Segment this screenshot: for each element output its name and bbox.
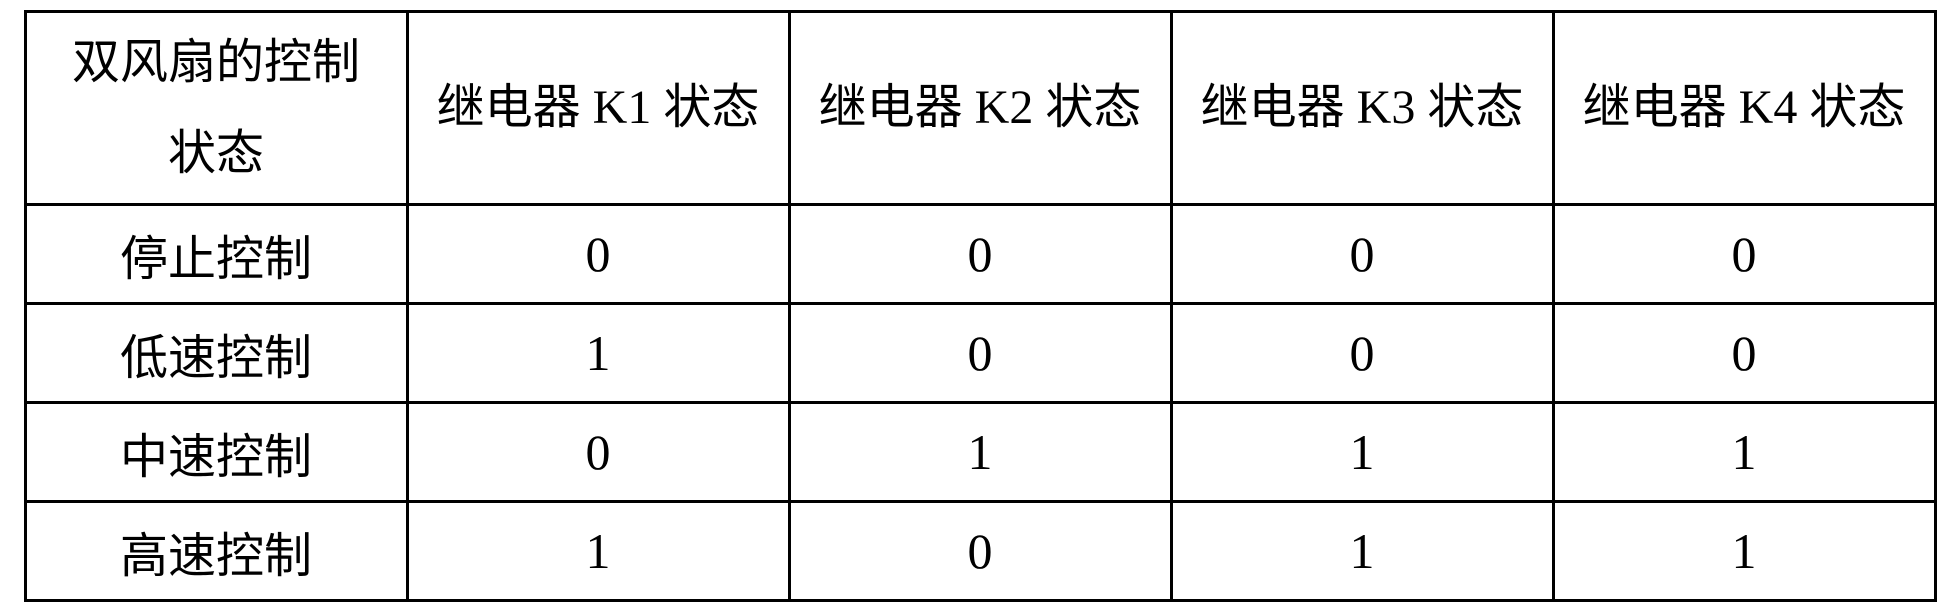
col-header-control-state: 双风扇的控制 状态 [25, 12, 407, 205]
cell-k4: 0 [1553, 205, 1935, 304]
cell-k4: 1 [1553, 403, 1935, 502]
cell-k1: 0 [407, 205, 789, 304]
cell-k1: 1 [407, 304, 789, 403]
relay-state-table: 双风扇的控制 状态 继电器 K1 状态 继电器 K2 状态 继 [24, 10, 1937, 602]
cell-k2: 0 [789, 205, 1171, 304]
cell-k3: 0 [1171, 304, 1553, 403]
table-row: 低速控制 1 0 0 0 [25, 304, 1935, 403]
header-text: 继电器 K3 状态 [1201, 62, 1524, 153]
cell-k2: 1 [789, 403, 1171, 502]
cell-k2: 0 [789, 502, 1171, 601]
col-header-k2: 继电器 K2 状态 [789, 12, 1171, 205]
col-header-k3: 继电器 K3 状态 [1171, 12, 1553, 205]
table-header-row: 双风扇的控制 状态 继电器 K1 状态 继电器 K2 状态 继 [25, 12, 1935, 205]
header-text: 双风扇的控制 [72, 17, 360, 108]
cell-k1: 0 [407, 403, 789, 502]
cell-k4: 0 [1553, 304, 1935, 403]
table-row: 中速控制 0 1 1 1 [25, 403, 1935, 502]
table-row: 停止控制 0 0 0 0 [25, 205, 1935, 304]
col-header-k1: 继电器 K1 状态 [407, 12, 789, 205]
header-text: 继电器 K4 状态 [1583, 62, 1906, 153]
cell-k3: 1 [1171, 403, 1553, 502]
table-row: 高速控制 1 0 1 1 [25, 502, 1935, 601]
header-text: 继电器 K2 状态 [819, 62, 1142, 153]
cell-k3: 1 [1171, 502, 1553, 601]
row-label: 停止控制 [25, 205, 407, 304]
cell-k2: 0 [789, 304, 1171, 403]
header-text: 状态 [168, 108, 264, 199]
row-label: 高速控制 [25, 502, 407, 601]
row-label: 中速控制 [25, 403, 407, 502]
row-label: 低速控制 [25, 304, 407, 403]
table-container: 双风扇的控制 状态 继电器 K1 状态 继电器 K2 状态 继 [0, 0, 1960, 608]
cell-k3: 0 [1171, 205, 1553, 304]
col-header-k4: 继电器 K4 状态 [1553, 12, 1935, 205]
cell-k4: 1 [1553, 502, 1935, 601]
cell-k1: 1 [407, 502, 789, 601]
header-text: 继电器 K1 状态 [437, 62, 760, 153]
